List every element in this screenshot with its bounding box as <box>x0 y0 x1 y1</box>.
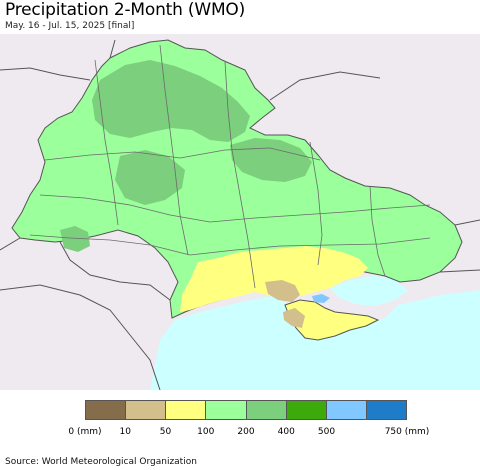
precipitation-map <box>0 34 480 390</box>
legend-tick-label: 0 (mm) <box>68 427 102 437</box>
tan-zone-kherson <box>265 280 300 302</box>
legend-swatch <box>246 401 287 419</box>
sea-of-azov <box>330 276 408 306</box>
page-title: Precipitation 2-Month (WMO) <box>5 0 246 20</box>
legend-swatch <box>286 401 327 419</box>
legend-tick-label: 500 <box>317 427 336 437</box>
country-borders <box>0 39 480 390</box>
green-zone-west <box>60 226 90 252</box>
legend-swatch <box>326 401 367 419</box>
precipitation-legend <box>85 400 407 420</box>
legend-swatch <box>86 401 127 419</box>
oblast-borders <box>29 44 431 289</box>
legend-tick-label: 400 <box>277 427 295 437</box>
legend-swatch <box>366 401 406 419</box>
yellow-zone-south <box>180 246 368 312</box>
tan-zone-crimea <box>283 308 305 328</box>
legend-swatch <box>166 401 207 419</box>
legend-tick-label: 200 <box>237 427 255 437</box>
green-zone-north <box>92 60 250 142</box>
legend-tick-label: 10 <box>119 427 131 437</box>
legend-tick-label: 750 (mm) <box>384 427 430 437</box>
crimea <box>284 299 380 341</box>
date-range-subtitle: May. 16 - Jul. 15, 2025 [final] <box>5 21 135 31</box>
legend-tick-label: 50 <box>159 427 172 437</box>
source-attribution: Source: World Meteorological Organizatio… <box>5 457 197 467</box>
legend-swatch <box>126 401 167 419</box>
green-zone-central <box>115 150 185 205</box>
blue-zone-coast <box>312 294 330 303</box>
legend-tick-label: 100 <box>197 427 215 437</box>
legend-swatch <box>206 401 247 419</box>
